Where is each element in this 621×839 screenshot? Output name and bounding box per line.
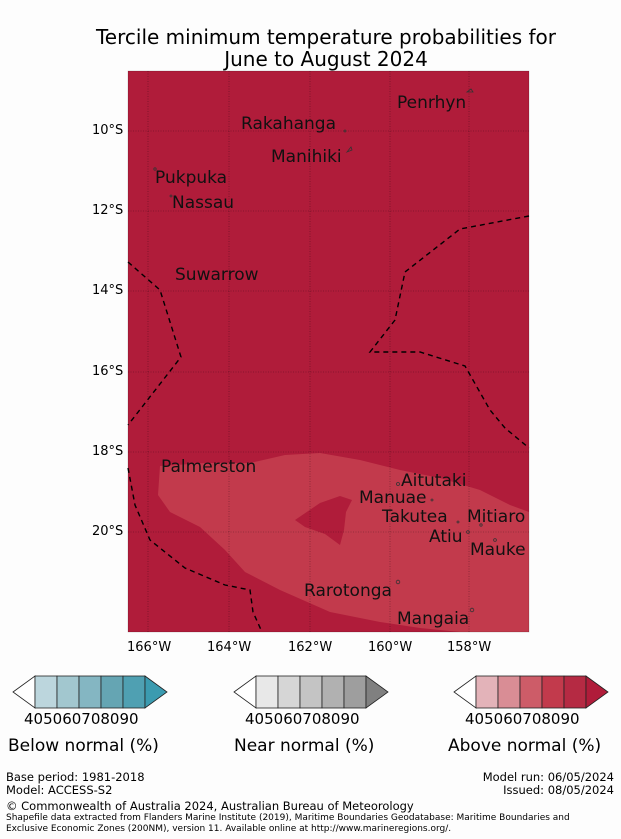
- lon-label: 158°W: [447, 640, 492, 655]
- tick-label: 60: [283, 710, 303, 728]
- place-label-penrhyn: Penrhyn: [397, 93, 467, 113]
- colorbar-near: [233, 675, 389, 709]
- tick-label: 50: [264, 710, 284, 728]
- colorbar-near-ticks: 405060708090: [245, 710, 360, 728]
- lat-label: 14°S: [92, 283, 124, 298]
- tick-label: 60: [62, 710, 82, 728]
- lat-label: 12°S: [92, 203, 124, 218]
- lon-label: 160°W: [368, 640, 413, 655]
- lon-label: 166°W: [127, 640, 172, 655]
- place-label-takutea: Takutea: [382, 507, 448, 527]
- place-label-pukapuka: Pukpuka: [155, 168, 228, 188]
- place-label-manihiki: Manihiki: [271, 147, 342, 167]
- map-zone-dark-patch: [295, 496, 352, 545]
- tick-label: 80: [541, 710, 561, 728]
- lon-label: 162°W: [288, 640, 333, 655]
- tick-label: 90: [340, 710, 360, 728]
- place-label-aitutaki: Aitutaki: [401, 471, 467, 491]
- colorbar-below-title: Below normal (%): [8, 736, 159, 756]
- map-title: Tercile minimum temperature probabilitie…: [0, 26, 621, 70]
- colorbar-near-title: Near normal (%): [234, 736, 375, 756]
- place-label-mauke: Mauke: [470, 540, 526, 560]
- map-title-line1: Tercile minimum temperature probabilitie…: [95, 25, 557, 49]
- tick-label: 50: [484, 710, 504, 728]
- place-label-rarotonga: Rarotonga: [304, 581, 392, 601]
- footer-base-period: Base period: 1981-2018: [6, 770, 145, 784]
- colorbar-above: [453, 675, 609, 709]
- tick-label: 70: [81, 710, 101, 728]
- tick-label: 40: [245, 710, 265, 728]
- lat-label: 10°S: [92, 123, 124, 138]
- tick-label: 70: [302, 710, 322, 728]
- place-label-manuae: Manuae: [359, 488, 427, 508]
- colorbar-above-ticks: 405060708090: [465, 710, 580, 728]
- tick-label: 50: [43, 710, 63, 728]
- lon-label: 164°W: [207, 640, 252, 655]
- footer-shapefile-line1: Shapefile data extracted from Flanders M…: [6, 813, 570, 823]
- place-label-mitiaro: Mitiaro: [467, 507, 526, 527]
- map-zone-above-80: [158, 453, 529, 632]
- tick-label: 60: [503, 710, 523, 728]
- map-gridlines: [128, 71, 529, 632]
- footer-issued: Issued: 08/05/2024: [503, 783, 614, 797]
- map-title-line2: June to August 2024: [224, 47, 428, 71]
- tick-label: 90: [119, 710, 139, 728]
- colorbar-below: [12, 675, 168, 709]
- lat-label: 16°S: [92, 364, 124, 379]
- footer-copyright: © Commonwealth of Australia 2024, Austra…: [6, 799, 414, 813]
- tick-label: 90: [560, 710, 580, 728]
- place-label-rakahanga: Rakahanga: [241, 114, 336, 134]
- footer-model-run: Model run: 06/05/2024: [482, 770, 614, 784]
- place-label-suwarrow: Suwarrow: [175, 265, 259, 285]
- footer-model: Model: ACCESS-S2: [6, 783, 113, 797]
- map-frame: [127, 70, 530, 633]
- colorbar-below-ticks: 405060708090: [24, 710, 139, 728]
- place-label-atiu: Atiu: [429, 527, 463, 547]
- colorbar-above-title: Above normal (%): [448, 736, 602, 756]
- place-label-nassau: Nassau: [172, 193, 235, 213]
- place-label-palmerston: Palmerston: [161, 457, 257, 477]
- footer-shapefile-line2: Exclusive Economic Zones (200NM), versio…: [6, 824, 452, 834]
- eez-boundaries: [127, 215, 530, 633]
- place-label-mangaia: Mangaia: [397, 609, 470, 629]
- lat-label: 20°S: [92, 524, 124, 539]
- tick-label: 80: [100, 710, 120, 728]
- lat-label: 18°S: [92, 444, 124, 459]
- tick-label: 70: [522, 710, 542, 728]
- tick-label: 40: [465, 710, 485, 728]
- tick-label: 80: [321, 710, 341, 728]
- tick-label: 40: [24, 710, 44, 728]
- island-outlines: [153, 88, 497, 613]
